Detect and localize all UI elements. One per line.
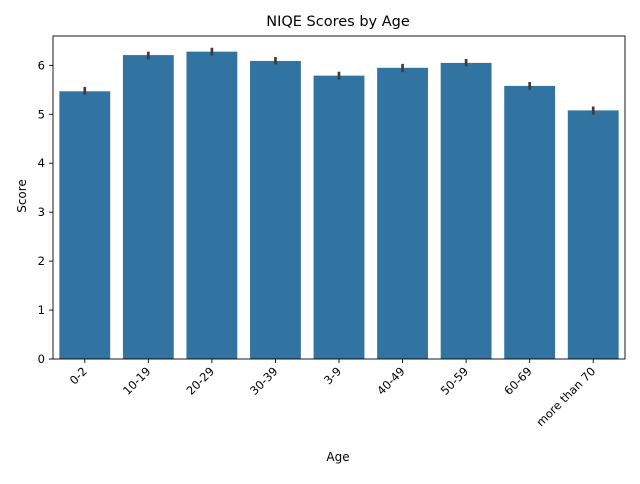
y-tick-label-0: 0 [38, 352, 45, 366]
chart-title: NIQE Scores by Age [266, 14, 410, 30]
bar-4 [313, 75, 365, 360]
x-tick-label-6: 50-59 [438, 364, 472, 398]
bar-6 [440, 62, 492, 360]
bar-5 [377, 67, 428, 359]
plot-frame [52, 35, 626, 360]
y-axis: 0 1 2 3 4 5 6 [38, 58, 53, 366]
bar-0 [59, 91, 111, 359]
y-tick-label-2: 2 [38, 254, 45, 268]
bar-1 [122, 55, 174, 359]
bars-group [59, 51, 619, 360]
errorbars-group [83, 47, 595, 115]
y-tick-label-6: 6 [38, 58, 45, 72]
bar-3 [250, 60, 301, 359]
y-tick-label-1: 1 [38, 303, 45, 317]
x-axis-label: Age [326, 450, 349, 464]
bar-8 [567, 110, 619, 359]
bar-2 [186, 51, 238, 359]
x-tick-label-2: 20-29 [183, 364, 217, 398]
y-tick-label-4: 4 [38, 156, 45, 170]
y-axis-label: Score [15, 179, 29, 213]
y-tick-label-5: 5 [38, 107, 45, 121]
y-tick-label-3: 3 [38, 205, 45, 219]
x-tick-label-5: 40-49 [374, 364, 408, 398]
x-tick-label-3: 30-39 [247, 364, 281, 398]
x-axis: 0-2 10-19 20-29 30-39 3-9 40-49 50-59 60-69more… [67, 359, 598, 429]
x-tick-label-7: 60-69 [501, 364, 535, 398]
x-tick-label-8: more than 70 [533, 364, 598, 429]
x-tick-label-0: 0-2 [67, 364, 90, 387]
x-tick-label-4: 3-9 [321, 364, 344, 387]
x-tick-label-1: 10-19 [120, 364, 154, 398]
bar-7 [504, 85, 556, 359]
